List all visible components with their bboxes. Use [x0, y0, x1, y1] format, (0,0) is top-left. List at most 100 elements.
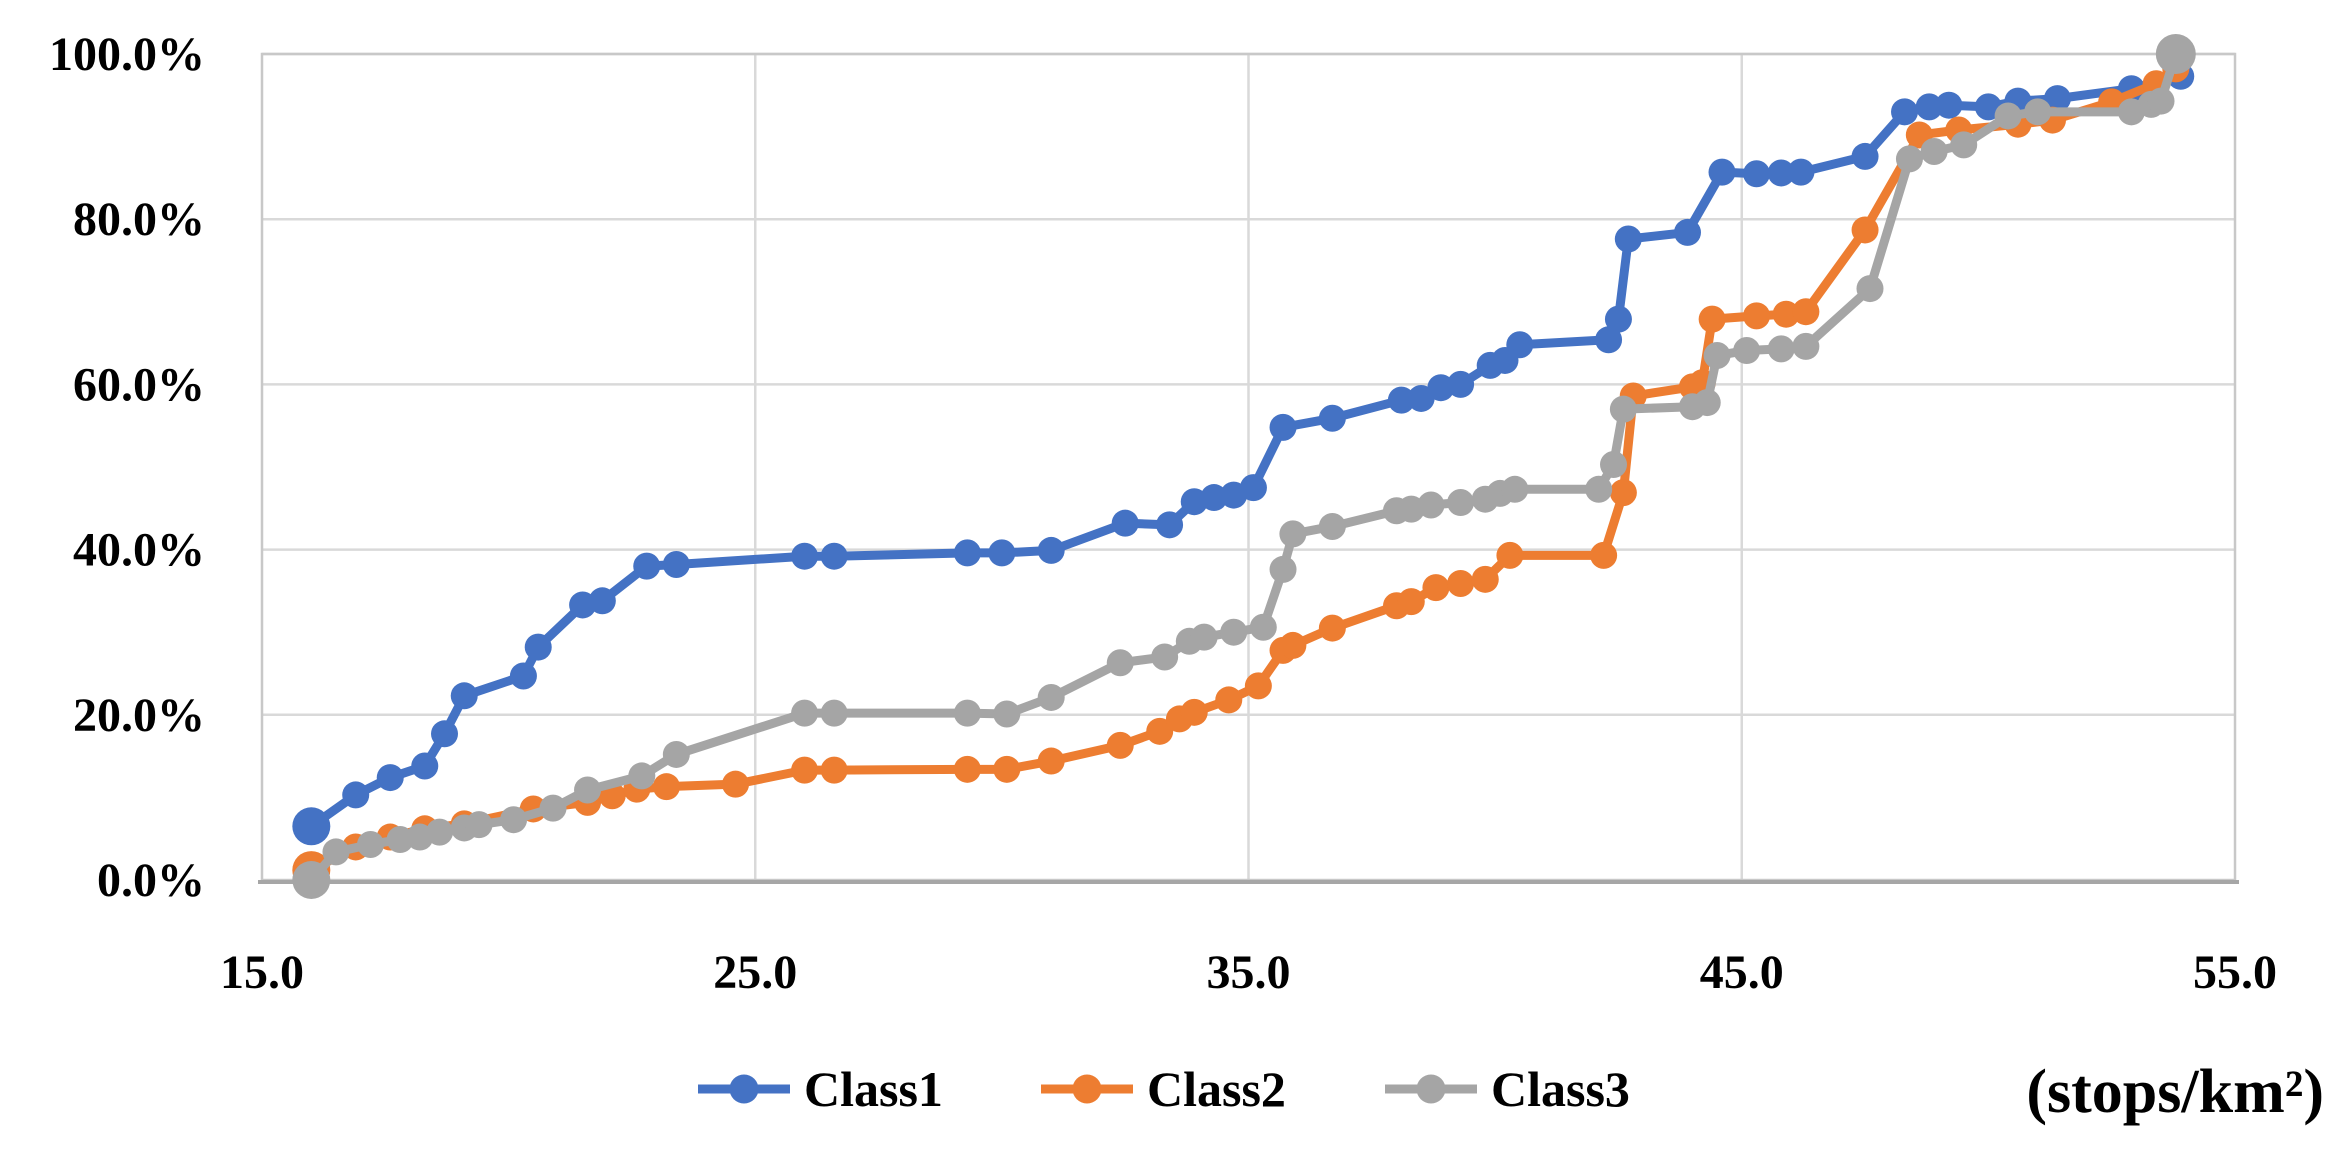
- data-point-class1: [1708, 158, 1736, 186]
- data-point-class3: [386, 826, 414, 854]
- y-tick-label: 80.0%: [73, 193, 205, 246]
- data-point-class2: [1422, 574, 1450, 602]
- data-point-class3: [993, 700, 1021, 728]
- data-point-class1: [1595, 326, 1623, 354]
- data-point-class2: [1279, 631, 1307, 659]
- data-point-class3: [953, 699, 981, 727]
- data-point-class3: [1220, 618, 1248, 646]
- data-point-class1: [1915, 93, 1943, 121]
- data-point-class1: [988, 539, 1016, 567]
- data-point-class1: [1156, 511, 1184, 539]
- data-point-class2: [1698, 305, 1726, 333]
- data-point-class1: [633, 552, 661, 580]
- legend-label: Class3: [1491, 1061, 1630, 1117]
- data-point-class1: [1506, 331, 1534, 359]
- data-point-class2: [993, 755, 1021, 783]
- data-point-class2: [1471, 565, 1499, 593]
- legend-marker-dot: [729, 1074, 759, 1104]
- data-point-class1: [1673, 218, 1701, 246]
- data-point-class2: [1772, 300, 1800, 328]
- data-point-class2: [953, 755, 981, 783]
- data-point-class1: [1318, 404, 1346, 432]
- data-point-class3: [292, 861, 331, 899]
- data-point-class2: [1496, 541, 1524, 569]
- data-point-class1: [1614, 225, 1642, 253]
- x-tick-label: 45.0: [1700, 946, 1784, 999]
- data-point-class3: [1318, 512, 1346, 540]
- data-point-class2: [1146, 717, 1174, 745]
- data-point-class1: [953, 539, 981, 567]
- x-tick-label: 15.0: [220, 946, 304, 999]
- data-point-class3: [2024, 98, 2052, 126]
- data-point-class3: [426, 818, 454, 846]
- data-point-class1: [1604, 305, 1632, 333]
- data-point-class2: [722, 770, 750, 798]
- data-point-class1: [524, 633, 552, 661]
- data-point-class1: [509, 662, 537, 690]
- data-point-class3: [1151, 643, 1179, 671]
- data-point-class2: [1447, 569, 1475, 597]
- data-point-class2: [1318, 614, 1346, 642]
- data-point-class2: [1590, 541, 1618, 569]
- y-tick-label: 20.0%: [73, 689, 205, 742]
- data-point-class2: [1180, 698, 1208, 726]
- data-point-class3: [539, 794, 567, 822]
- data-point-class1: [1111, 509, 1139, 537]
- data-point-class3: [1856, 275, 1884, 303]
- data-point-class3: [1994, 102, 2022, 130]
- data-point-class1: [1269, 413, 1297, 441]
- y-tick-label: 40.0%: [73, 524, 205, 577]
- data-point-class3: [1106, 649, 1134, 677]
- data-point-class1: [2043, 85, 2071, 113]
- data-point-class2: [1743, 302, 1771, 330]
- data-point-class1: [1743, 160, 1771, 188]
- x-tick-label: 55.0: [2193, 946, 2277, 999]
- data-point-class1: [292, 807, 331, 846]
- data-point-class3: [628, 762, 656, 790]
- legend-marker-dot: [1416, 1074, 1446, 1104]
- y-tick-label: 100.0%: [49, 28, 205, 81]
- data-point-class1: [1767, 159, 1795, 187]
- data-point-class2: [1215, 686, 1243, 714]
- data-point-class3: [1792, 332, 1820, 360]
- data-point-class3: [1609, 395, 1637, 423]
- legend-label: Class2: [1147, 1061, 1286, 1117]
- data-point-class1: [1447, 370, 1475, 398]
- data-point-class2: [820, 756, 848, 784]
- data-point-class1: [1239, 474, 1267, 502]
- data-point-class3: [1417, 491, 1445, 519]
- data-point-class3: [1767, 335, 1795, 363]
- data-point-class1: [1851, 142, 1879, 170]
- data-point-class1: [820, 542, 848, 570]
- legend-item-class2: Class2: [1041, 1061, 1286, 1117]
- data-point-class2: [1792, 298, 1820, 326]
- data-point-class3: [1585, 475, 1613, 503]
- data-point-class3: [1037, 683, 1065, 711]
- data-point-class3: [1190, 623, 1218, 651]
- data-point-class3: [1950, 131, 1978, 159]
- legend-label: Class1: [804, 1061, 943, 1117]
- data-point-class3: [1501, 475, 1529, 503]
- x-tick-label: 35.0: [1207, 946, 1291, 999]
- data-point-class1: [431, 720, 459, 748]
- legend-item-class1: Class1: [698, 1061, 943, 1117]
- data-point-class3: [1895, 145, 1923, 173]
- data-point-class1: [1935, 91, 1963, 119]
- data-point-class1: [1200, 484, 1228, 512]
- data-point-class2: [791, 756, 819, 784]
- data-point-class2: [1851, 216, 1879, 244]
- data-point-class2: [1106, 731, 1134, 759]
- data-point-class1: [1891, 98, 1919, 126]
- data-point-class3: [791, 699, 819, 727]
- data-point-class2: [1397, 588, 1425, 616]
- data-point-class1: [588, 587, 616, 615]
- data-point-class3: [1249, 613, 1277, 641]
- data-point-class3: [1600, 451, 1628, 479]
- data-point-class3: [1733, 337, 1761, 365]
- legend-item-class3: Class3: [1385, 1061, 1630, 1117]
- data-point-class3: [1269, 555, 1297, 583]
- data-point-class2: [1037, 747, 1065, 775]
- data-point-class3: [500, 806, 528, 834]
- data-point-class3: [322, 838, 350, 866]
- data-point-class3: [1447, 489, 1475, 517]
